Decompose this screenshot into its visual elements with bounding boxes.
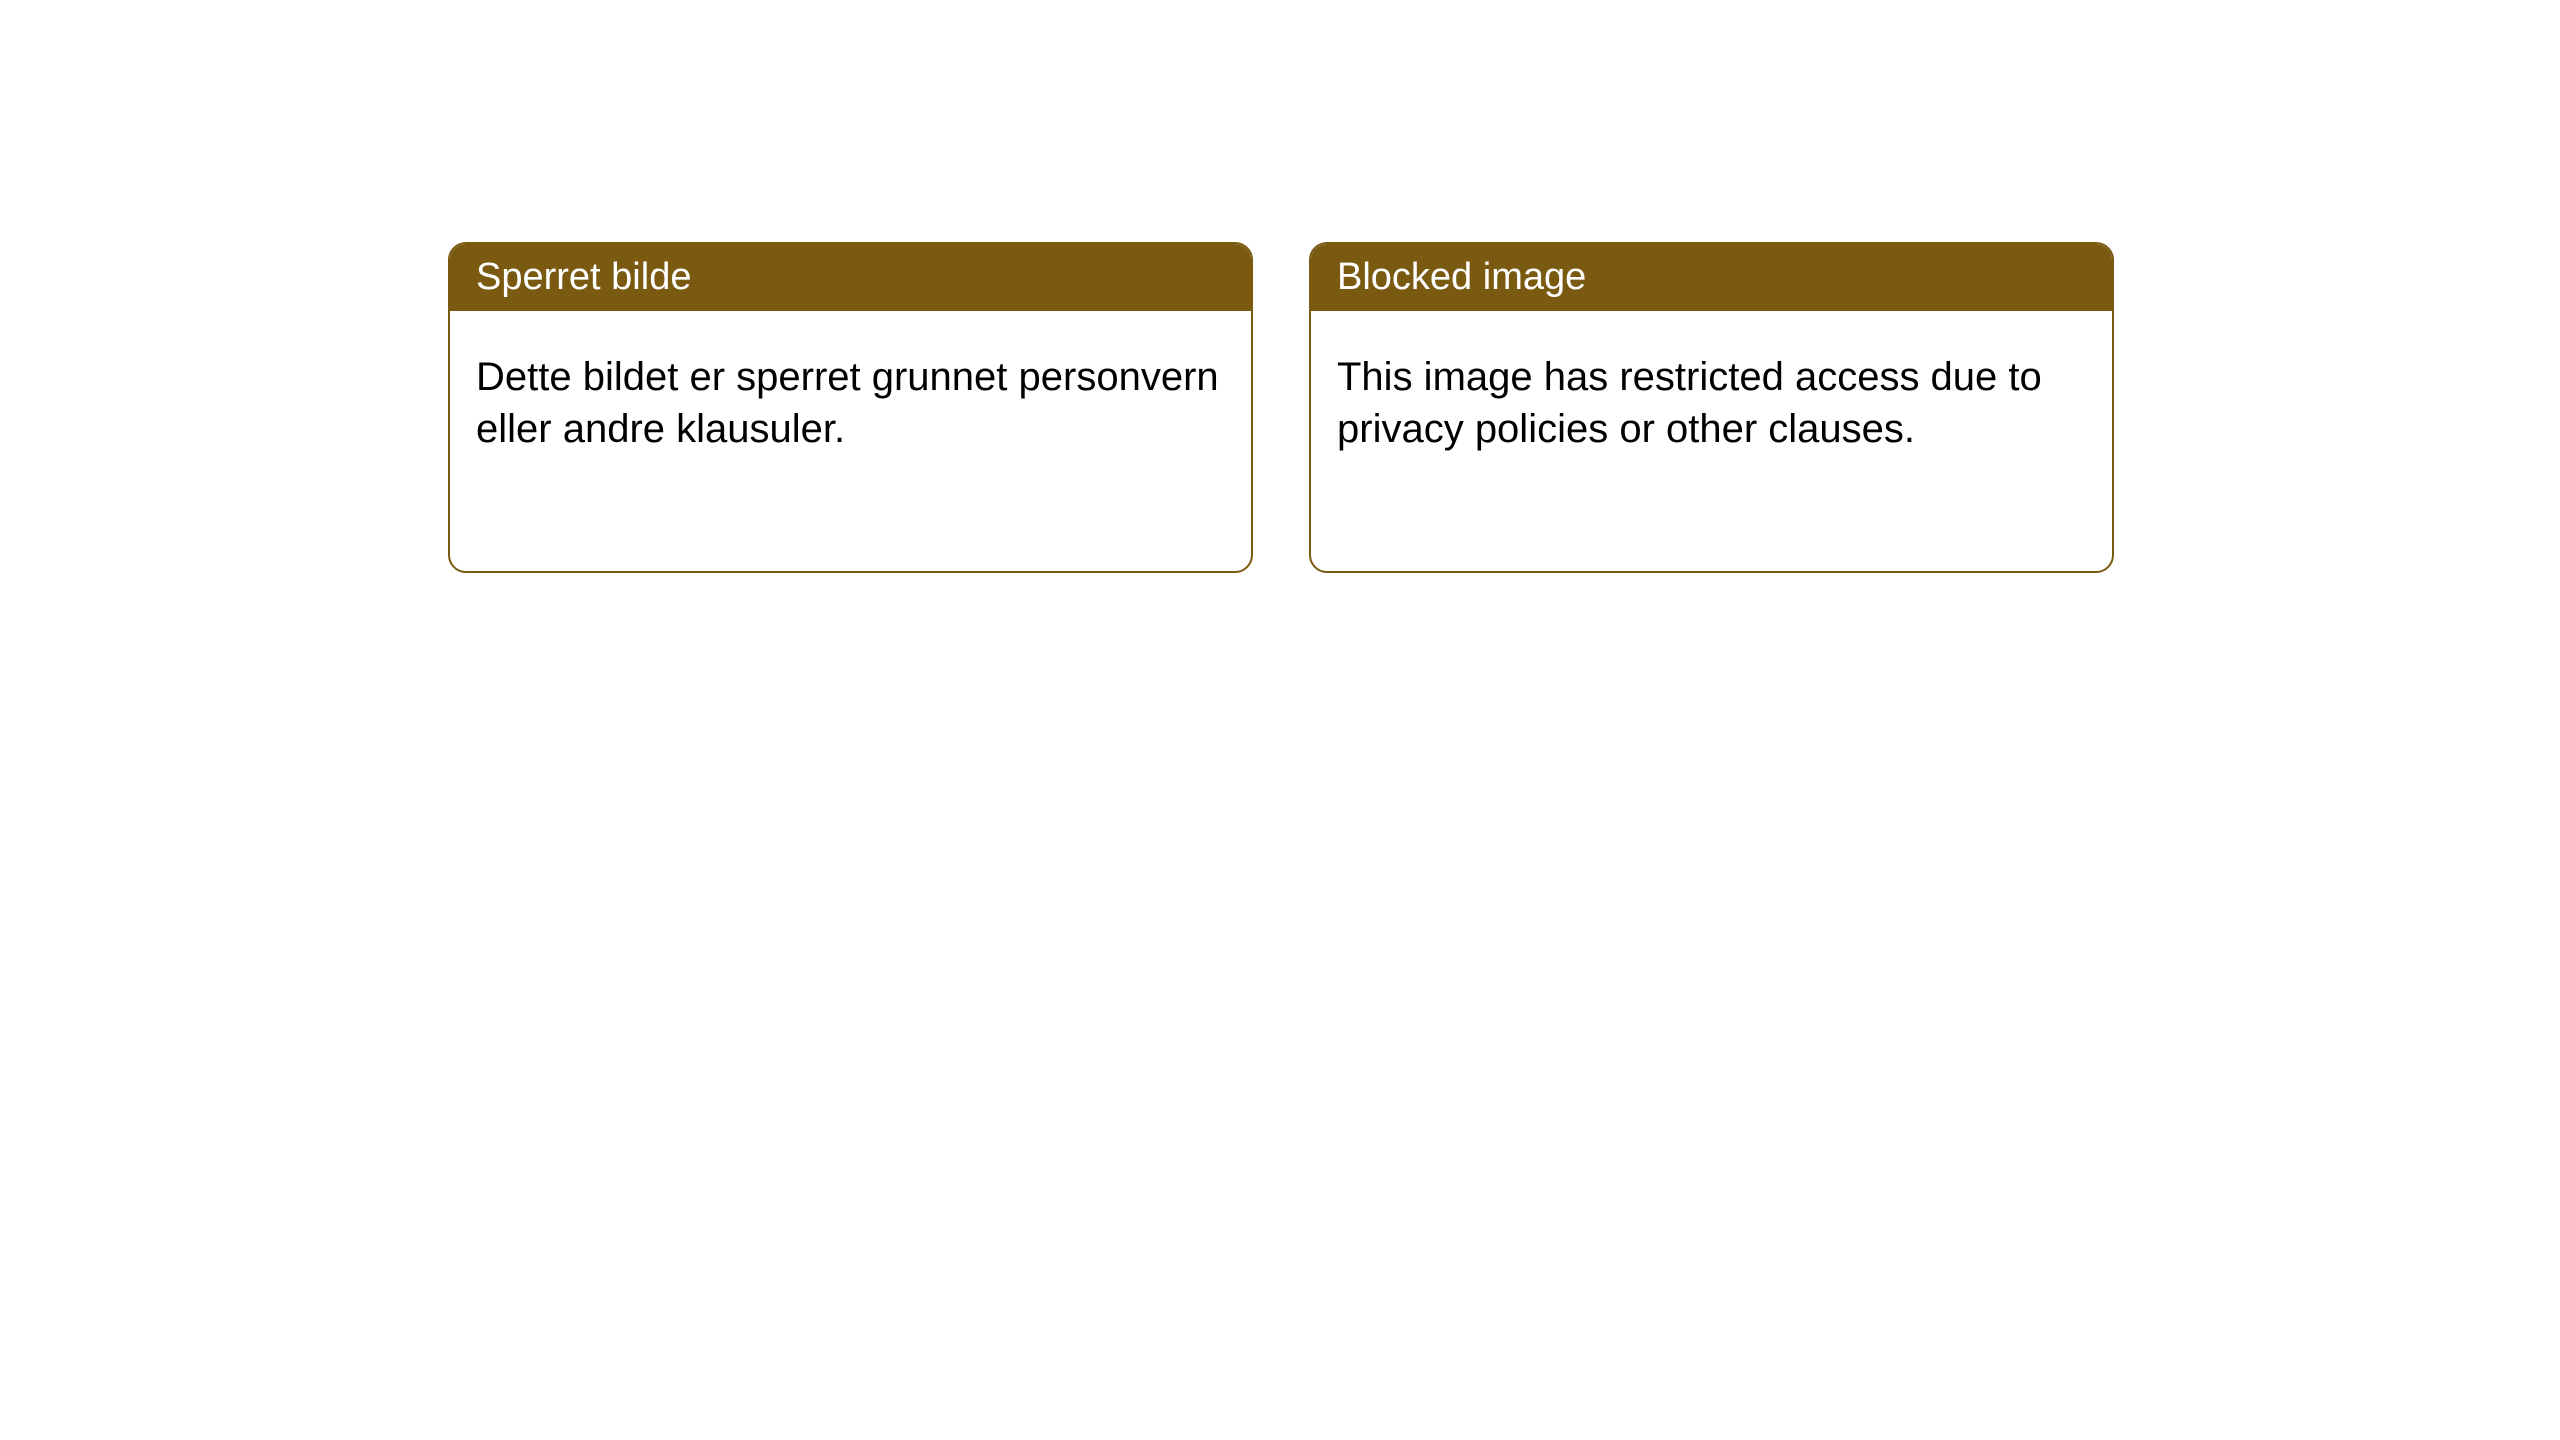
notice-card-norwegian: Sperret bilde Dette bildet er sperret gr…	[448, 242, 1253, 573]
notice-cards-container: Sperret bilde Dette bildet er sperret gr…	[448, 242, 2560, 573]
card-body-text: This image has restricted access due to …	[1337, 355, 2042, 451]
card-body-text: Dette bildet er sperret grunnet personve…	[476, 355, 1219, 451]
card-header: Blocked image	[1311, 244, 2112, 311]
card-title: Sperret bilde	[476, 256, 691, 298]
notice-card-english: Blocked image This image has restricted …	[1309, 242, 2114, 573]
card-header: Sperret bilde	[450, 244, 1251, 311]
card-title: Blocked image	[1337, 256, 1586, 298]
card-body: This image has restricted access due to …	[1311, 311, 2112, 481]
card-body: Dette bildet er sperret grunnet personve…	[450, 311, 1251, 481]
